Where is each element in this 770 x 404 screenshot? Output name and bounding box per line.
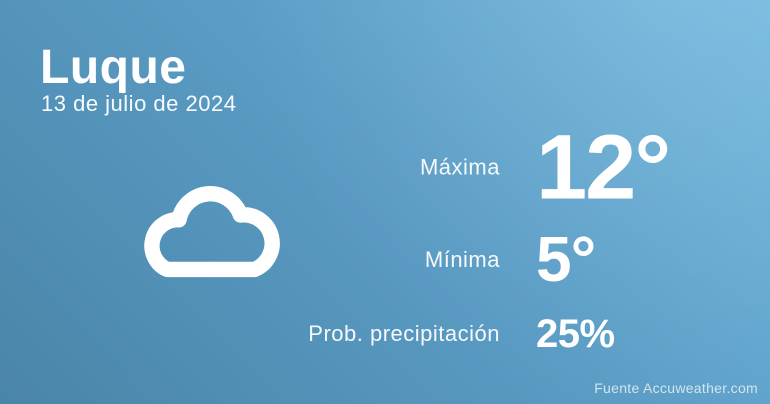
stat-value-minima: 5°	[536, 223, 596, 296]
stat-row-minima: Mínima 5°	[300, 223, 596, 296]
stat-label-maxima: Máxima	[419, 154, 500, 180]
stat-value-precipitation: 25%	[536, 312, 615, 356]
stat-label-minima: Mínima	[424, 247, 500, 272]
location-date: 13 de julio de 2024	[41, 91, 237, 116]
stat-label-precipitation: Prob. precipitación	[308, 321, 500, 346]
source-attribution: Fuente Accuweather.com	[594, 380, 758, 396]
location-title: Luque	[40, 41, 187, 94]
stat-value-maxima: 12°	[536, 116, 671, 219]
stat-row-maxima: Máxima 12°	[300, 116, 671, 219]
cloud-icon	[122, 163, 288, 286]
stat-row-precipitation: Prob. precipitación 25%	[300, 312, 615, 356]
